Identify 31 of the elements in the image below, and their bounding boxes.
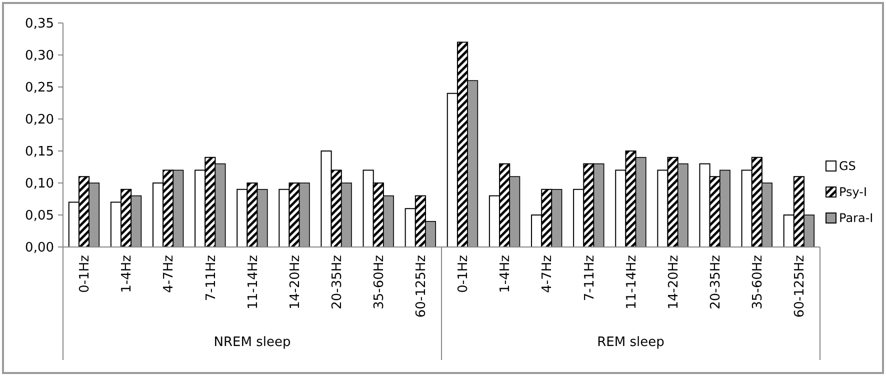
y-tick-label: 0,05: [25, 208, 54, 224]
x-tick-label: 0-1Hz: [456, 254, 472, 293]
x-tick-label: 14-20Hz: [288, 254, 303, 310]
y-tick-label: 0,35: [25, 16, 54, 32]
x-tick-label: 4-7Hz: [540, 254, 556, 293]
text: REM sleep: [597, 335, 664, 350]
x-tick-label: 14-20Hz: [666, 254, 682, 310]
y-tick-label: 0,25: [25, 80, 54, 96]
x-tick-label: 20-35Hz: [330, 254, 345, 310]
x-tick-label: 60-125Hz: [792, 254, 808, 318]
y-tick-label: 0,15: [25, 144, 54, 160]
y-tick-label: 0,00: [25, 240, 54, 256]
x-tick-label: 60-125Hz: [414, 254, 430, 318]
x-tick-label: 20-35Hz: [708, 254, 724, 310]
text: NREM sleep: [214, 335, 291, 350]
x-tick-label: 0-1Hz: [78, 254, 93, 293]
x-tick-label: 35-60Hz: [372, 254, 387, 310]
y-tick-label: 0,20: [25, 112, 54, 128]
x-tick-label: 11-14Hz: [246, 254, 261, 310]
x-tick-label: 7-11Hz: [204, 254, 219, 302]
y-tick-label: 0,30: [25, 48, 54, 64]
x-tick-label: 35-60Hz: [750, 254, 766, 310]
x-tick-label: 7-11Hz: [582, 254, 598, 302]
x-tick-label: 11-14Hz: [624, 254, 640, 310]
x-tick-label: 1-4Hz: [498, 254, 514, 293]
x-tick-label: 4-7Hz: [162, 254, 177, 293]
legend-label: GS: [839, 159, 856, 174]
y-tick-label: 0,10: [25, 176, 54, 192]
legend-label: Para-I: [839, 211, 874, 226]
legend-label: Psy-I: [839, 185, 868, 200]
x-tick-label: 1-4Hz: [120, 254, 135, 293]
